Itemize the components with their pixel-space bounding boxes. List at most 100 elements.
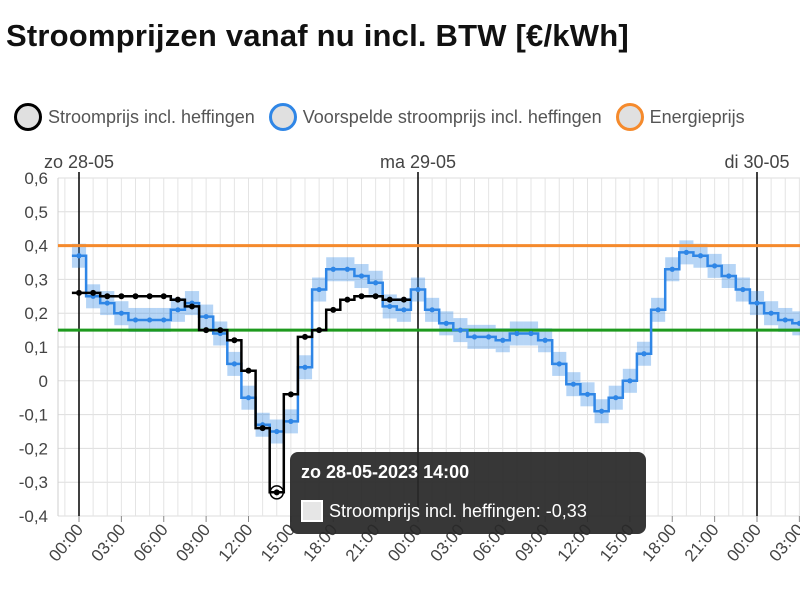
day-label: ma 29-05 [380, 152, 456, 172]
forecast-point [330, 266, 336, 272]
forecast-point [796, 320, 800, 326]
forecast-point [288, 418, 294, 424]
forecast-point [457, 327, 463, 333]
actual-point [217, 327, 224, 334]
forecast-point [161, 317, 167, 323]
y-tick-label: 0,4 [24, 237, 48, 256]
forecast-point [104, 300, 110, 306]
chart-title: Stroomprijzen vanaf nu incl. BTW [€/kWh] [6, 18, 629, 53]
actual-point [330, 306, 337, 313]
forecast-point [655, 307, 661, 313]
y-tick-label: 0,3 [24, 270, 48, 289]
forecast-point [175, 307, 181, 313]
forecast-point [570, 381, 576, 387]
actual-point [245, 367, 252, 374]
legend-item-stroomprijs[interactable]: Stroomprijs incl. heffingen [14, 103, 255, 131]
actual-point [287, 391, 294, 398]
y-tick-label: -0,4 [19, 507, 48, 526]
legend-swatch-stroomprijs [14, 103, 42, 131]
x-tick-label: 03:00 [88, 520, 130, 565]
legend-label-stroomprijs: Stroomprijs incl. heffingen [48, 106, 255, 127]
y-tick-label: -0,3 [19, 473, 48, 492]
forecast-point [471, 334, 478, 340]
forecast-point [76, 253, 82, 259]
forecast-point [599, 408, 605, 414]
forecast-point [556, 361, 562, 367]
actual-point [132, 293, 139, 300]
actual-point [302, 333, 308, 340]
legend-label-voorspelde: Voorspelde stroomprijs incl. heffingen [302, 106, 602, 127]
tooltip-swatch [301, 500, 323, 522]
x-tick-label: 06:00 [130, 520, 172, 565]
forecast-point [373, 280, 379, 286]
forecast-point [683, 249, 689, 255]
forecast-point [203, 313, 209, 320]
chart-tooltip: zo 28-05-2023 14:00 Stroomprijs incl. he… [290, 452, 646, 534]
forecast-point [584, 391, 591, 397]
actual-point [174, 296, 181, 303]
forecast-point [132, 317, 139, 323]
forecast-point [486, 334, 492, 340]
x-tick-label: 21:00 [681, 520, 723, 565]
x-tick-label: 00:00 [723, 520, 765, 565]
day-label: di 30-05 [724, 152, 789, 172]
actual-point [203, 327, 210, 334]
forecast-point [401, 307, 407, 313]
y-tick-label: 0,1 [24, 338, 48, 357]
forecast-point [613, 395, 619, 401]
actual-point [372, 293, 379, 300]
forecast-point [697, 253, 704, 259]
forecast-point [542, 337, 548, 343]
forecast-point [231, 361, 237, 367]
forecast-point [245, 395, 252, 401]
chart-legend: Stroomprijs incl. heffingen Voorspelde s… [14, 100, 800, 134]
forecast-point [344, 266, 350, 272]
tooltip-series-name: Stroomprijs incl. heffingen [329, 500, 536, 521]
forecast-point [415, 286, 421, 293]
actual-point [118, 293, 125, 300]
legend-swatch-voorspelde [268, 103, 297, 131]
actual-point [273, 489, 280, 496]
forecast-point [147, 317, 153, 323]
forecast-point [528, 330, 534, 337]
forecast-point [627, 378, 633, 384]
actual-point [90, 289, 97, 296]
actual-point [189, 303, 195, 310]
x-tick-label: 03:00 [766, 520, 800, 565]
forecast-point [712, 263, 718, 269]
forecast-point [387, 303, 393, 310]
y-tick-label: 0,6 [24, 169, 48, 188]
tooltip-series-value: -0,33 [545, 500, 587, 521]
forecast-point [754, 300, 760, 306]
forecast-point [669, 266, 675, 272]
actual-point [400, 296, 407, 303]
legend-item-voorspelde-stroomprijs[interactable]: Voorspelde stroomprijs incl. heffingen [268, 103, 602, 131]
forecast-point [500, 337, 506, 343]
tooltip-value: Stroomprijs incl. heffingen: -0,33 [329, 500, 587, 521]
x-tick-label: 09:00 [172, 520, 214, 565]
y-tick-label: -0,2 [19, 439, 48, 458]
y-tick-label: 0,5 [24, 203, 48, 222]
actual-point [259, 425, 266, 432]
forecast-point [782, 317, 788, 323]
forecast-point [641, 351, 647, 357]
y-tick-label: 0 [39, 372, 48, 391]
actual-point [231, 337, 238, 344]
day-label: zo 28-05 [44, 152, 114, 172]
x-tick-label: 00:00 [45, 520, 87, 565]
actual-point [160, 293, 167, 300]
forecast-point [514, 330, 520, 337]
actual-point [358, 293, 365, 300]
forecast-point [274, 428, 280, 435]
forecast-series-line [71, 251, 800, 433]
forecast-point [118, 310, 124, 316]
forecast-point [768, 310, 774, 316]
legend-item-energieprijs[interactable]: Energieprijs [615, 103, 745, 131]
actual-point [146, 293, 153, 300]
actual-point [386, 296, 393, 303]
y-tick-label: 0,2 [24, 304, 48, 323]
forecast-point [429, 307, 435, 313]
forecast-point [358, 273, 365, 279]
actual-point [344, 296, 351, 303]
